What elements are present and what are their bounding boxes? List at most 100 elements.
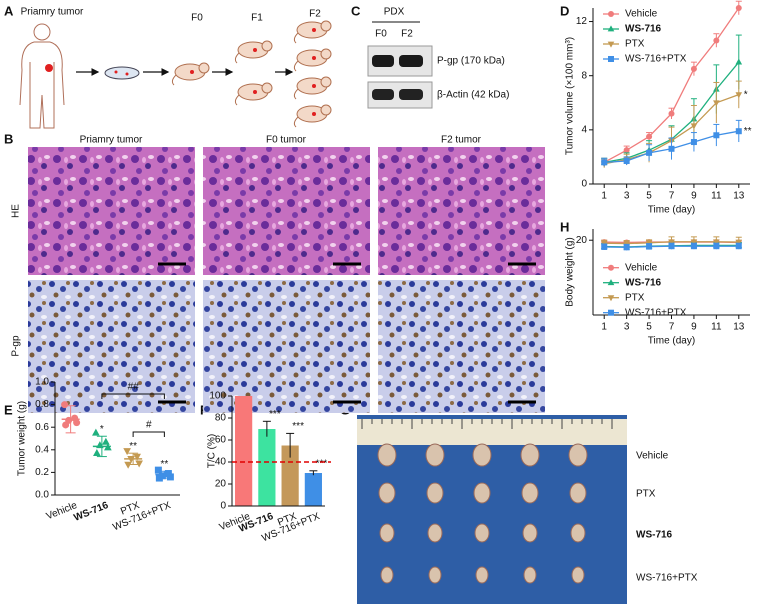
- marker: [601, 244, 607, 250]
- mouse-tumor: [253, 90, 257, 94]
- marker: [62, 421, 69, 428]
- blot-band: [372, 55, 394, 67]
- mouse-tail: [172, 75, 176, 85]
- schematic-label: F0: [191, 13, 203, 24]
- marker: [736, 5, 742, 11]
- mouse-tumor: [253, 48, 257, 52]
- marker: [713, 132, 719, 138]
- mouse-tail: [235, 53, 239, 63]
- mouse-tumor: [312, 56, 316, 60]
- tumor: [381, 567, 393, 583]
- tumor: [378, 444, 396, 466]
- marker: [624, 158, 630, 164]
- blot-band: [399, 89, 423, 100]
- legend-label: WS-716+PTX: [625, 54, 687, 65]
- marker: [608, 11, 614, 17]
- mouse: [235, 41, 272, 63]
- legend-label: PTX: [625, 292, 645, 303]
- tumor: [522, 483, 538, 503]
- marker: [624, 147, 630, 153]
- pgp-image: [28, 280, 195, 413]
- tumor: [521, 444, 539, 466]
- legend-label: Vehicle: [625, 262, 658, 273]
- marker: [133, 454, 141, 461]
- mouse-tail: [294, 117, 298, 127]
- y-axis-label: Tumor weight (g): [17, 401, 28, 476]
- histology-images: [28, 147, 545, 413]
- histology-column: F2 tumor: [441, 135, 482, 146]
- marker: [124, 462, 132, 469]
- y-tick-label: 8: [581, 70, 587, 81]
- marker: [73, 419, 80, 426]
- x-tick-label: 13: [733, 191, 745, 202]
- histology-column: F0 tumor: [266, 135, 307, 146]
- x-tick-label: 3: [624, 191, 630, 202]
- schematic-label: F1: [251, 13, 263, 24]
- y-tick-label: 20: [576, 235, 588, 246]
- marker: [61, 401, 68, 408]
- x-tick-label: 13: [733, 322, 745, 333]
- marker: [102, 438, 110, 445]
- blot-lane: F2: [401, 29, 413, 40]
- y-axis-label: Body weight (g): [565, 237, 576, 306]
- y-axis-label: Tumor volume (×100 mm³): [565, 37, 576, 155]
- marker: [608, 310, 614, 316]
- marker: [691, 139, 697, 145]
- photo-label: WS-716+PTX: [636, 573, 698, 584]
- y-tick-label: 0.2: [35, 467, 49, 478]
- schematic-label: Priamry tumor: [21, 7, 84, 18]
- mouse-tumor: [190, 70, 194, 74]
- mouse: [235, 83, 272, 105]
- x-tick-label: 9: [691, 191, 697, 202]
- panel-label: C: [351, 3, 361, 18]
- mouse-head: [321, 77, 331, 87]
- marker: [646, 150, 652, 156]
- x-tick-label: 1: [601, 191, 607, 202]
- marker: [92, 429, 100, 436]
- schematic-label: F2: [309, 9, 321, 20]
- photo-label: Vehicle: [636, 451, 669, 462]
- histology-row: P-gp: [11, 335, 22, 357]
- mouse-head: [321, 49, 331, 59]
- marker: [608, 56, 614, 62]
- significance: *: [100, 424, 104, 435]
- marker: [736, 128, 742, 134]
- mouse: [172, 63, 209, 85]
- marker: [93, 449, 101, 456]
- marker: [713, 243, 719, 249]
- blot-label: β-Actin (42 kDa): [437, 90, 509, 101]
- tumor: [476, 567, 488, 583]
- y-tick-label: 0: [581, 179, 587, 190]
- y-tick-label: 1.0: [35, 377, 49, 388]
- marker: [624, 244, 630, 250]
- x-tick-label: 7: [669, 322, 675, 333]
- marker: [736, 243, 742, 249]
- y-tick-label: 4: [581, 124, 587, 135]
- y-tick-label: 0: [220, 501, 226, 512]
- pgp-image: [378, 280, 545, 413]
- tumor: [380, 524, 394, 542]
- x-tick-label: 9: [691, 322, 697, 333]
- marker: [646, 134, 652, 140]
- tumor: [429, 567, 441, 583]
- tumor: [475, 524, 489, 542]
- tumor: [428, 524, 442, 542]
- photo-label: PTX: [636, 489, 656, 500]
- mouse: [294, 21, 331, 43]
- panel-label: E: [4, 402, 13, 417]
- y-tick-label: 12: [576, 16, 588, 27]
- significance: **: [744, 126, 752, 137]
- x-tick-label: 3: [624, 322, 630, 333]
- significance: ***: [316, 458, 328, 469]
- y-tick-label: 0.4: [35, 444, 49, 455]
- histology-row: HE: [11, 204, 22, 218]
- y-tick-label: 0.8: [35, 399, 49, 410]
- blot-band: [372, 89, 394, 100]
- mouse-tail: [294, 33, 298, 43]
- significance: **: [160, 459, 168, 470]
- x-tick-label: WS-716+PTX: [111, 500, 172, 533]
- mice: [172, 21, 331, 127]
- y-tick-label: 80: [215, 413, 227, 424]
- marker: [669, 146, 675, 152]
